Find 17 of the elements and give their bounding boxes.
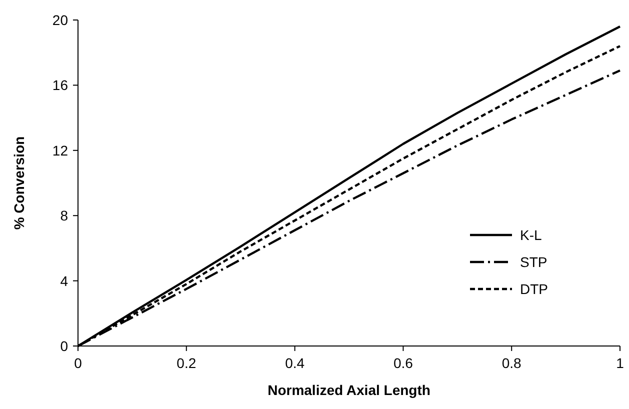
y-tick-label: 16 — [52, 77, 68, 94]
legend-label: DTP — [520, 281, 548, 297]
y-tick-label: 0 — [60, 338, 68, 354]
y-tick-label: 12 — [52, 142, 68, 158]
x-tick-label: 0.6 — [393, 355, 414, 371]
x-tick-label: 0.2 — [176, 355, 196, 371]
y-tick-label: 4 — [60, 272, 68, 289]
x-tick-label: 0.8 — [502, 355, 522, 371]
legend-label: STP — [520, 254, 548, 270]
legend-label: K-L — [520, 227, 542, 243]
y-tick-label: 20 — [52, 12, 68, 28]
x-tick-label: 0 — [74, 355, 82, 371]
y-tick-label: 8 — [60, 208, 68, 224]
x-tick-label: 1 — [616, 355, 624, 371]
x-axis-title: Normalized Axial Length — [268, 382, 430, 398]
y-axis-title: % Conversion — [11, 136, 27, 230]
x-tick-label: 0.4 — [285, 355, 305, 371]
